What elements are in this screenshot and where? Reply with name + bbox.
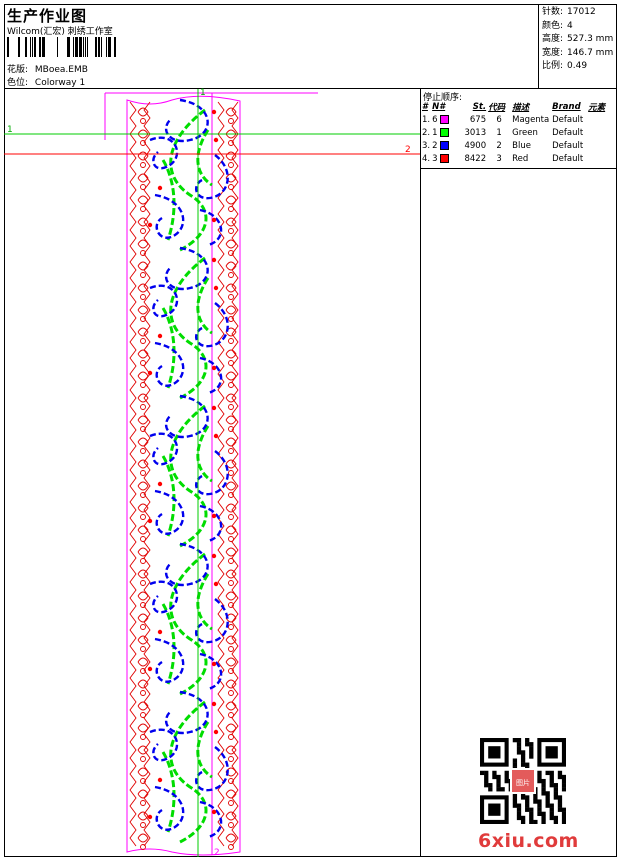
row-stitches: 4900 xyxy=(464,140,487,151)
red-lace-border xyxy=(129,101,239,850)
row-index: 4. xyxy=(422,153,431,164)
table-row: 3. 2 4900 2 Blue Default xyxy=(421,139,617,152)
colorway-value: Colorway 1 xyxy=(34,78,86,88)
row-needle-value: 1 xyxy=(432,127,438,138)
guide-2-bottom-label: 2 xyxy=(214,848,220,858)
row-element xyxy=(587,152,617,165)
stop-sequence-table: # N# St. 代码 描述 Brand 元素 1. 6 675 6 Magen… xyxy=(421,100,617,165)
col-stitches: St. xyxy=(472,101,487,112)
color-count-row: 颜色: 4 xyxy=(542,20,613,34)
row-needle: 1 xyxy=(431,126,457,139)
magenta-outline xyxy=(104,92,318,856)
design-file-row: 花版: MBoea.EMB xyxy=(7,62,88,75)
col-element: 元素 xyxy=(588,102,606,113)
color-swatch-blue xyxy=(440,140,450,150)
col-description: 描述 xyxy=(512,102,530,113)
qr-seal-text: 图片 xyxy=(516,778,530,787)
barcode xyxy=(7,37,116,57)
red-accent-dots xyxy=(147,109,219,820)
col-index: # xyxy=(422,101,428,112)
row-element xyxy=(587,139,617,152)
stop-table-header: # N# St. 代码 描述 Brand 元素 xyxy=(421,100,617,113)
row-stitches: 675 xyxy=(469,114,487,125)
color-count-value: 4 xyxy=(567,20,573,31)
guide-1-top-label: 1 xyxy=(200,88,206,98)
table-row: 1. 6 675 6 Magenta Default xyxy=(421,113,617,126)
stitch-count-value: 17012 xyxy=(567,7,596,17)
row-element xyxy=(587,126,617,139)
scale-value: 0.49 xyxy=(567,61,588,71)
col-brand: Brand xyxy=(552,101,581,112)
design-file-value: MBoea.EMB xyxy=(34,65,88,75)
row-index: 3. xyxy=(422,140,431,151)
row-code: 1 xyxy=(496,127,502,138)
row-description: Green xyxy=(512,127,538,138)
color-swatch-red xyxy=(440,153,450,163)
row-index: 1. xyxy=(422,114,431,125)
row-needle: 3 xyxy=(431,152,457,165)
colorway-label: 色位: xyxy=(7,78,29,88)
qr-seal-icon xyxy=(512,770,534,792)
blue-scroll-motif xyxy=(149,98,229,839)
guide-1-label: 1 xyxy=(7,125,13,135)
scale-row: 比例: 0.49 xyxy=(542,60,613,74)
table-row: 4. 3 8422 3 Red Default xyxy=(421,152,617,165)
width-label: 宽度: xyxy=(542,47,564,58)
height-value: 527.3 mm xyxy=(567,34,614,44)
row-needle: 6 xyxy=(431,113,457,126)
table-bottom-rule xyxy=(421,168,617,169)
row-code: 2 xyxy=(496,140,502,151)
row-needle-value: 2 xyxy=(432,140,438,151)
embroidery-preview: 1 1 2 2 xyxy=(4,88,420,858)
width-row: 宽度: 146.7 mm xyxy=(542,47,613,61)
table-row: 2. 1 3013 1 Green Default xyxy=(421,126,617,139)
stitch-count-row: 针数: 17012 xyxy=(542,6,613,20)
row-needle: 2 xyxy=(431,139,457,152)
row-description: Magenta xyxy=(512,114,550,125)
row-element xyxy=(587,113,617,126)
panel-divider xyxy=(420,88,421,857)
scale-label: 比例: xyxy=(542,61,564,71)
row-stitches: 3013 xyxy=(464,127,487,138)
design-stats: 针数: 17012 颜色: 4 高度: 527.3 mm 宽度: 146.7 mm 比例… xyxy=(542,6,613,74)
color-swatch-green xyxy=(440,127,450,137)
stats-divider xyxy=(538,4,539,89)
stop-sequence-title: 停止顺序: xyxy=(423,93,463,103)
row-description: Red xyxy=(512,153,529,164)
stitch-count-label: 针数: xyxy=(542,7,564,17)
width-value: 146.7 mm xyxy=(567,47,614,58)
row-needle-value: 6 xyxy=(432,114,438,125)
page-title: 生产作业图 xyxy=(7,7,88,25)
row-brand: Default xyxy=(552,127,584,138)
watermark-text: 6xiu.com xyxy=(478,830,579,852)
height-row: 高度: 527.3 mm xyxy=(542,33,613,47)
row-brand: Default xyxy=(552,153,584,164)
height-label: 高度: xyxy=(542,34,564,44)
row-brand: Default xyxy=(552,114,584,125)
guide-2-label: 2 xyxy=(405,145,411,155)
design-file-label: 花版: xyxy=(7,65,29,75)
row-index: 2. xyxy=(422,127,431,138)
row-description: Blue xyxy=(512,140,531,151)
header-divider xyxy=(4,88,617,89)
row-brand: Default xyxy=(552,140,584,151)
qr-code: 图片 xyxy=(480,738,566,824)
color-count-label: 颜色: xyxy=(542,20,564,31)
app-subtitle: Wilcom(汇宏) 刺绣工作室 xyxy=(7,27,113,37)
col-needle: N# xyxy=(432,101,446,112)
row-code: 3 xyxy=(496,153,502,164)
col-code: 代码 xyxy=(488,102,506,113)
color-swatch-magenta xyxy=(440,114,450,124)
row-stitches: 8422 xyxy=(464,153,487,164)
row-needle-value: 3 xyxy=(432,153,438,164)
row-code: 6 xyxy=(496,114,502,125)
colorway-row: 色位: Colorway 1 xyxy=(7,75,85,88)
page-frame xyxy=(4,4,617,857)
